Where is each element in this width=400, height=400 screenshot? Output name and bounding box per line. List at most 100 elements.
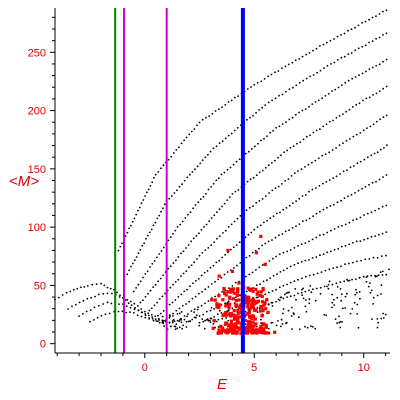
data-point: [208, 220, 211, 223]
data-point: [212, 147, 215, 150]
highlight-point: [234, 331, 238, 335]
data-point: [311, 103, 314, 105]
data-point: [371, 40, 374, 43]
data-point: [297, 278, 299, 281]
data-point: [326, 231, 329, 234]
data-point: [96, 316, 99, 319]
data-point: [339, 326, 342, 329]
data-point: [271, 99, 273, 102]
data-point: [274, 159, 276, 162]
data-point: [286, 250, 288, 253]
data-point: [126, 273, 129, 276]
data-point: [186, 176, 189, 179]
data-point: [130, 224, 132, 227]
data-point: [271, 257, 274, 260]
data-point: [355, 103, 358, 106]
data-point: [295, 200, 297, 203]
data-point: [342, 142, 344, 145]
data-point: [198, 292, 200, 295]
highlight-point: [215, 302, 219, 306]
data-point: [328, 120, 331, 123]
data-point: [163, 325, 166, 328]
data-point: [340, 34, 342, 36]
highlight-point: [247, 295, 251, 299]
data-point: [180, 275, 182, 277]
data-point: [282, 251, 285, 254]
data-point: [185, 320, 188, 323]
data-point: [167, 239, 170, 242]
data-point: [343, 280, 346, 283]
data-point: [385, 32, 388, 35]
data-point: [302, 287, 304, 290]
highlight-point: [235, 293, 239, 297]
data-point: [195, 314, 198, 317]
data-point: [381, 232, 384, 235]
data-point: [220, 276, 223, 279]
data-point: [224, 137, 227, 140]
data-point: [185, 303, 187, 305]
data-point: [354, 26, 356, 29]
highlight-point: [217, 305, 221, 310]
data-point: [314, 299, 317, 302]
highlight-point: [246, 302, 250, 306]
data-point: [354, 76, 357, 78]
data-point: [349, 312, 352, 315]
data-point: [368, 258, 371, 260]
data-point: [331, 283, 334, 286]
data-point: [378, 233, 380, 236]
data-point: [340, 293, 343, 295]
data-point: [368, 68, 371, 70]
data-point: [334, 318, 337, 320]
highlight-point: [224, 330, 228, 334]
data-point: [227, 226, 230, 228]
data-point: [151, 262, 154, 265]
highlight-point: [229, 314, 233, 318]
data-point: [382, 87, 385, 90]
highlight-point: [237, 281, 241, 285]
data-point: [386, 144, 388, 147]
data-point: [356, 162, 359, 165]
data-point: [176, 226, 179, 228]
data-point: [246, 88, 249, 90]
data-point: [377, 274, 380, 277]
data-point: [269, 217, 272, 220]
data-point: [264, 195, 267, 198]
data-point: [266, 219, 268, 222]
highlight-point: [232, 291, 236, 295]
data-point: [376, 151, 379, 154]
data-point: [292, 312, 295, 315]
data-point: [268, 327, 270, 330]
data-point: [343, 197, 346, 200]
data-point: [358, 102, 361, 105]
highlight-point: [232, 308, 236, 313]
data-point: [322, 208, 325, 211]
highlight-point: [233, 325, 237, 329]
data-point: [332, 119, 334, 122]
data-point: [328, 151, 331, 154]
data-point: [357, 326, 360, 329]
data-point: [126, 231, 129, 234]
data-point: [302, 297, 305, 300]
data-point: [188, 266, 190, 269]
highlight-point: [228, 329, 232, 333]
data-point: [316, 71, 318, 74]
data-point: [382, 312, 384, 315]
data-point: [359, 132, 362, 134]
data-point: [158, 253, 161, 255]
data-point: [229, 166, 232, 169]
data-point: [210, 317, 213, 320]
data-point: [277, 298, 280, 301]
data-point: [269, 277, 272, 279]
data-point: [315, 187, 317, 189]
data-point: [216, 211, 218, 214]
data-point: [136, 305, 139, 307]
data-point: [385, 273, 388, 276]
highlight-point: [254, 328, 258, 332]
data-point: [351, 261, 354, 264]
data-point: [176, 319, 179, 322]
highlight-point: [233, 314, 237, 318]
data-point: [216, 237, 218, 240]
data-point: [323, 285, 326, 288]
highlight-point: [226, 248, 230, 252]
data-point: [258, 247, 260, 250]
